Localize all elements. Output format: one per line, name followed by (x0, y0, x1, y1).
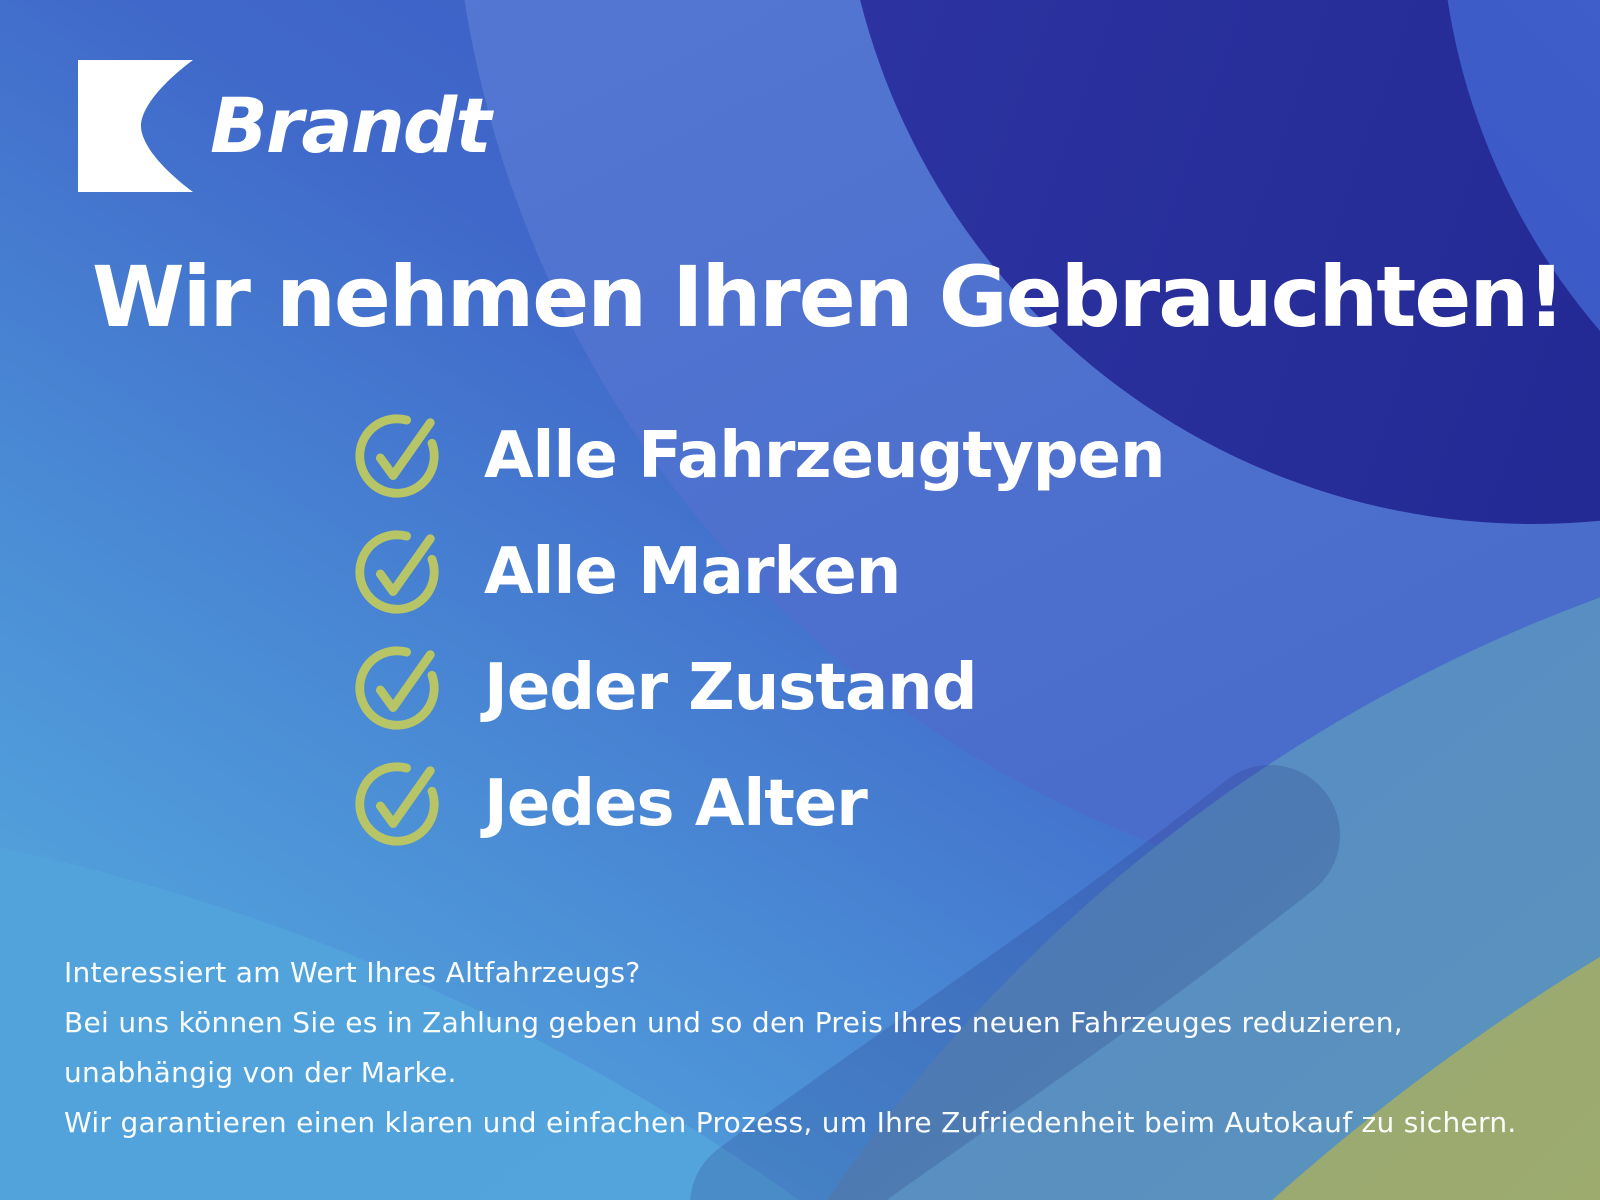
brand-logo: Brandt (78, 60, 492, 192)
footer-line: Wir garantieren einen klaren und einfach… (64, 1106, 1517, 1139)
check-circle-icon (355, 762, 439, 846)
check-circle-icon (355, 646, 439, 730)
check-circle-icon (355, 530, 439, 614)
check-circle-icon (355, 414, 439, 498)
benefits-checklist: Alle Fahrzeugtypen Alle Marken Jeder Zus… (350, 398, 1165, 862)
checklist-item: Jeder Zustand (350, 630, 1165, 746)
brand-name: Brandt (210, 81, 492, 170)
checklist-item: Alle Marken (350, 514, 1165, 630)
checklist-item: Alle Fahrzeugtypen (350, 398, 1165, 514)
footer-line: Interessiert am Wert Ihres Altfahrzeugs? (64, 956, 641, 989)
checklist-item-label: Alle Marken (484, 535, 901, 609)
checklist-item-label: Alle Fahrzeugtypen (484, 419, 1165, 493)
checklist-item: Jedes Alter (350, 746, 1165, 862)
footer-line: unabhängig von der Marke. (64, 1056, 457, 1089)
footer-text: Interessiert am Wert Ihres Altfahrzeugs?… (64, 948, 1517, 1148)
brand-logo-mark-icon (78, 60, 193, 192)
headline: Wir nehmen Ihren Gebrauchten! (92, 248, 1566, 346)
footer-line: Bei uns können Sie es in Zahlung geben u… (64, 1006, 1403, 1039)
checklist-item-label: Jedes Alter (484, 767, 868, 841)
checklist-item-label: Jeder Zustand (484, 651, 977, 725)
